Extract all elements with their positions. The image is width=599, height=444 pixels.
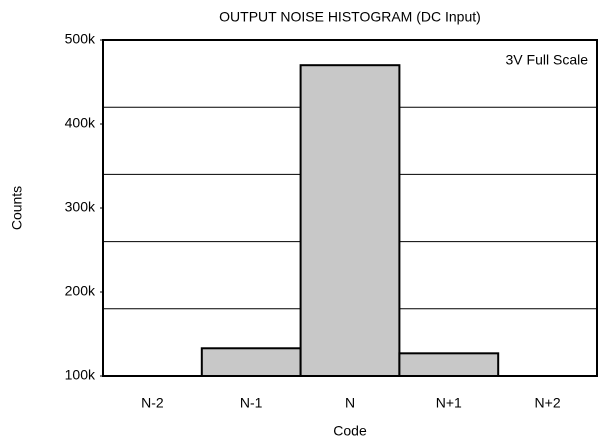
bar xyxy=(200,347,302,377)
bar xyxy=(398,352,500,378)
y-tick-label: 200k xyxy=(65,283,96,299)
x-tick-label: N xyxy=(345,395,355,411)
y-tick-label: 500k xyxy=(65,31,96,47)
y-tick-label: 300k xyxy=(65,199,96,215)
y-tick-label: 400k xyxy=(65,115,96,131)
plot-frame xyxy=(102,39,598,377)
x-axis-label: Code xyxy=(333,423,367,439)
annotation: 3V Full Scale xyxy=(506,52,589,68)
x-tick-label: N-1 xyxy=(240,395,263,411)
chart-title: OUTPUT NOISE HISTOGRAM (DC Input) xyxy=(219,9,481,25)
x-tick-label: N+1 xyxy=(436,395,462,411)
y-tick-label: 100k xyxy=(65,367,96,383)
x-tick-label: N+2 xyxy=(535,395,561,411)
x-tick-label: N-2 xyxy=(141,395,164,411)
y-axis-label: Counts xyxy=(9,186,25,230)
bar xyxy=(299,64,401,377)
